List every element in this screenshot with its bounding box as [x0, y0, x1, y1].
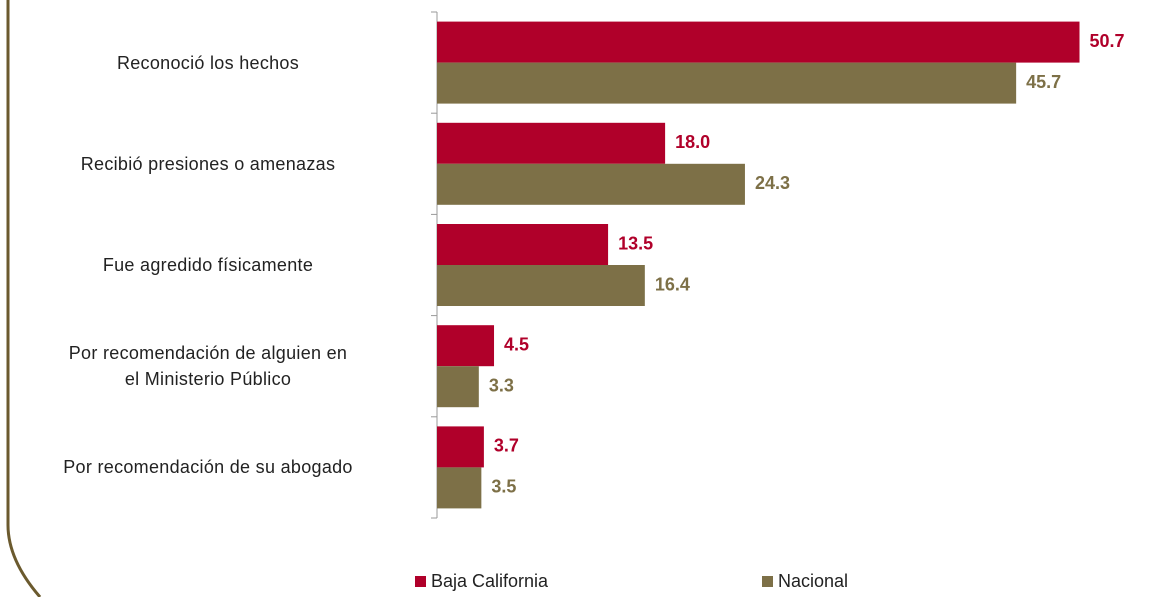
value-label: 13.5 [618, 233, 653, 253]
bar [437, 163, 745, 205]
bar [437, 467, 482, 509]
value-label: 16.4 [655, 274, 690, 294]
frame [6, 0, 42, 597]
value-label: 45.7 [1026, 72, 1061, 92]
bar [437, 122, 666, 164]
value-label: 18.0 [675, 132, 710, 152]
category-label: Fue agredido físicamente [102, 255, 314, 275]
value-label: 50.7 [1090, 31, 1125, 51]
legend-swatch [415, 576, 426, 587]
legend-label: Baja California [431, 571, 549, 591]
bar [437, 426, 484, 468]
bar [437, 224, 609, 265]
category-label: Recibió presiones o amenazas [80, 153, 336, 174]
value-label: 3.7 [494, 436, 519, 456]
legend-swatch [762, 576, 773, 587]
bar [437, 265, 645, 306]
legend-label: Nacional [778, 571, 848, 591]
value-label: 4.5 [504, 334, 529, 354]
value-label: 24.3 [755, 173, 790, 193]
category-label: Por recomendación de alguien en el Minis… [68, 343, 348, 390]
bar [437, 21, 1080, 63]
value-label: 3.3 [489, 375, 514, 395]
value-label: 3.5 [491, 477, 516, 497]
bar [437, 62, 1017, 104]
bar [437, 325, 495, 367]
category-label: Reconoció los hechos [116, 52, 300, 73]
bar [437, 366, 479, 408]
category-label: Por recomendación de su abogado [63, 457, 353, 478]
